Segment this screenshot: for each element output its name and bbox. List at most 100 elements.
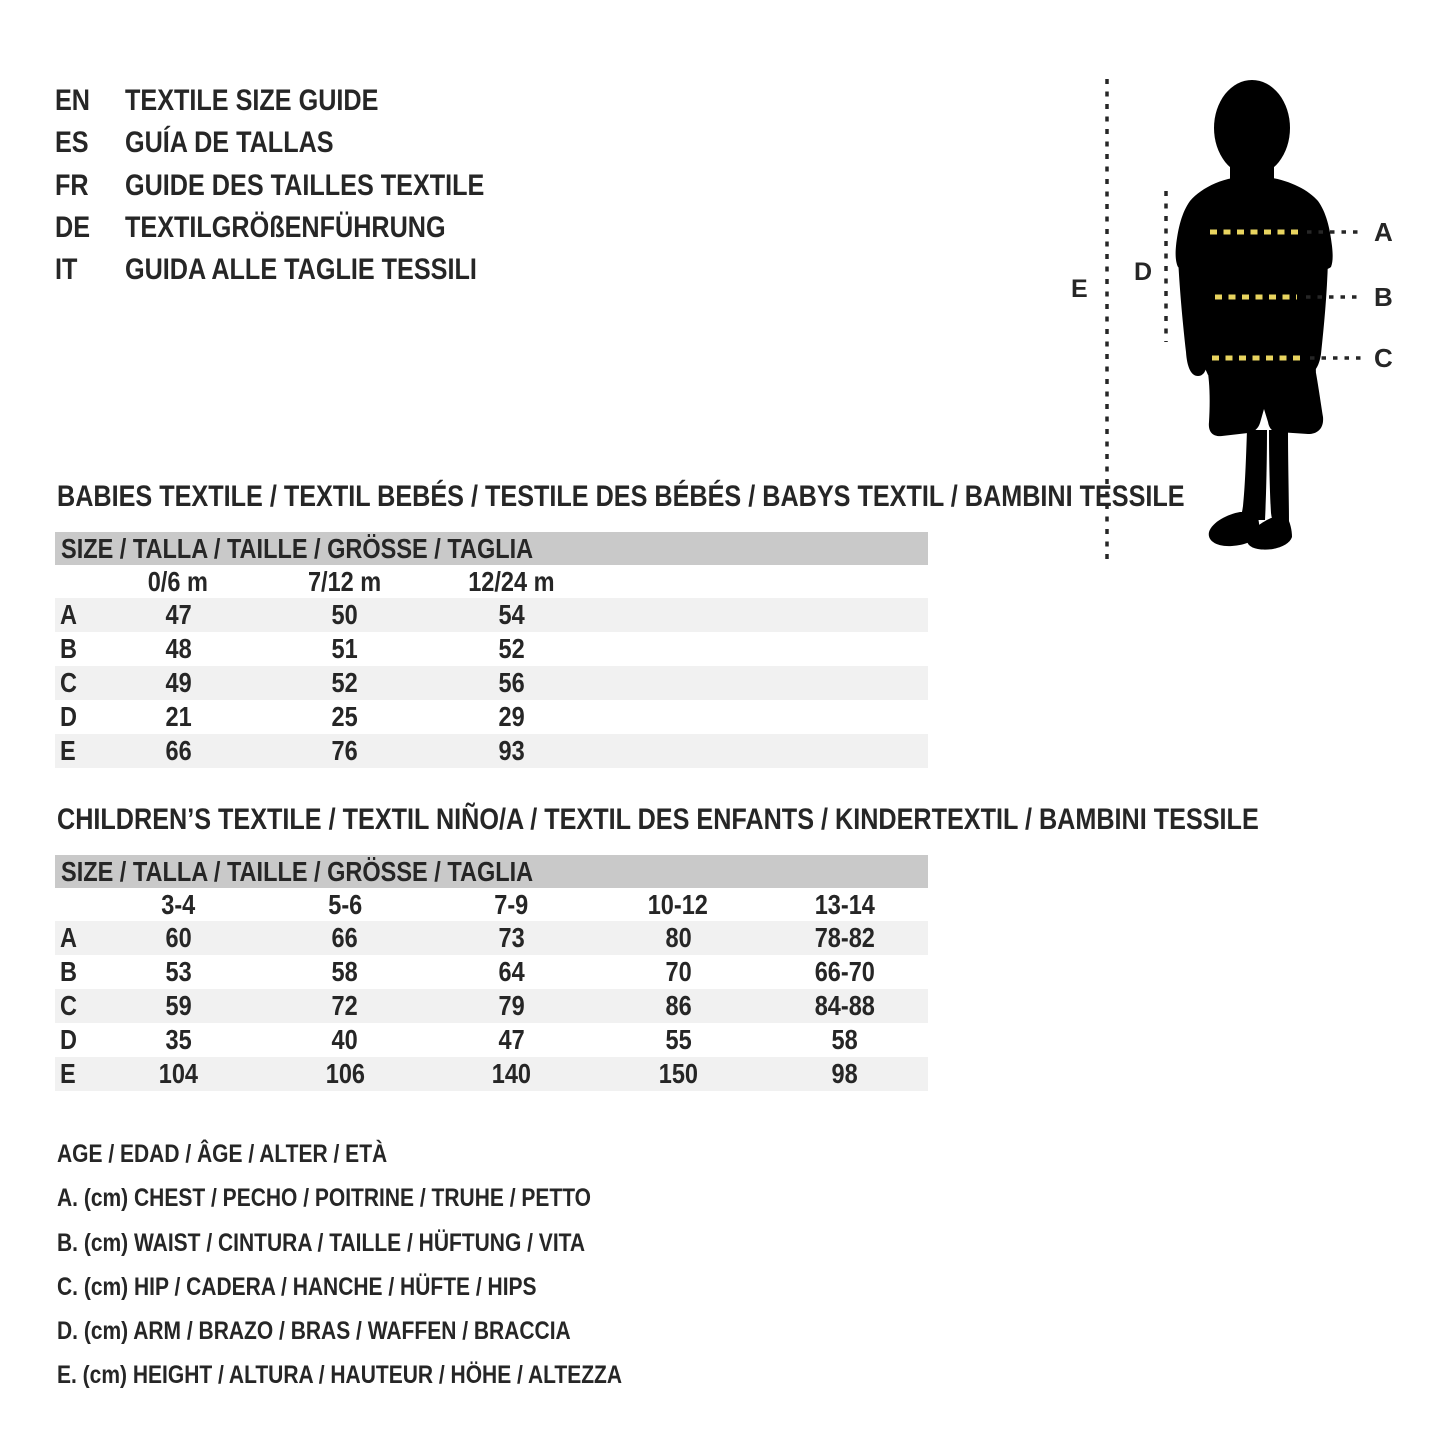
cell: 60 (165, 922, 192, 953)
guide-title-en: TEXTILE SIZE GUIDE (125, 84, 379, 117)
cell: 73 (498, 922, 525, 953)
row-label: D (60, 701, 77, 732)
cell: 72 (331, 990, 358, 1021)
lang-row-fr: FR GUIDE DES TAILLES TEXTILE (55, 165, 553, 207)
babies-row-C: C 49 52 56 (55, 666, 928, 700)
marker-label-A: A (1374, 217, 1393, 247)
lang-code-it: IT (55, 253, 78, 287)
lang-row-en: EN TEXTILE SIZE GUIDE (55, 80, 553, 122)
guide-title-fr: GUIDE DES TAILLES TEXTILE (125, 168, 485, 202)
cell: 66 (331, 922, 358, 953)
measurement-legend: AGE / EDAD / ÂGE / ALTER / ETÀ A. (cm) C… (57, 1132, 730, 1398)
children-row-A: A 60 66 73 80 78-82 (55, 921, 928, 955)
cell: 93 (498, 735, 525, 766)
cell: 52 (498, 633, 525, 664)
children-column-header-row: 3-4 5-6 7-9 10-12 13-14 (55, 888, 928, 921)
cell: 76 (331, 735, 358, 766)
children-col-13-14: 13-14 (814, 889, 875, 920)
cell: 40 (331, 1024, 358, 1055)
row-label: B (60, 633, 77, 664)
legend-age: AGE / EDAD / ÂGE / ALTER / ETÀ (57, 1140, 388, 1168)
babies-row-E: E 66 76 93 (55, 734, 928, 768)
legend-arm: D. (cm) ARM / BRAZO / BRAS / WAFFEN / BR… (57, 1317, 571, 1346)
babies-size-header-bar: SIZE / TALLA / TAILLE / GRÖSSE / TAGLIA (55, 532, 928, 565)
babies-row-D: D 21 25 29 (55, 700, 928, 734)
silhouette-left-leg (1239, 430, 1267, 520)
cell: 70 (665, 956, 692, 987)
lang-code-en: EN (55, 84, 91, 117)
row-label: E (60, 735, 76, 766)
children-row-E: E 104 106 140 150 98 (55, 1057, 928, 1091)
row-label: A (60, 922, 77, 953)
cell: 140 (491, 1058, 532, 1089)
marker-label-B: B (1374, 282, 1393, 312)
child-measurement-figure: A B C D E (1071, 79, 1393, 561)
cell: 98 (831, 1058, 858, 1089)
silhouette-right-arm (1297, 260, 1328, 375)
cell: 53 (165, 956, 192, 987)
guide-title-it: GUIDA ALLE TAGLIE TESSILI (125, 253, 477, 287)
row-label: C (60, 667, 77, 698)
cell: 48 (165, 633, 192, 664)
marker-label-D: D (1134, 258, 1152, 286)
children-col-10-12: 10-12 (648, 889, 709, 920)
children-row-D: D 35 40 47 55 58 (55, 1023, 928, 1057)
babies-section-title-text: BABIES TEXTILE / TEXTIL BEBÉS / TESTILE … (57, 480, 1185, 513)
cell: 150 (658, 1058, 698, 1089)
child-silhouette (1175, 80, 1333, 550)
children-col-5-6: 5-6 (327, 889, 362, 920)
row-label: A (60, 599, 77, 630)
cell: 47 (498, 1024, 525, 1055)
legend-hip: C. (cm) HIP / CADERA / HANCHE / HÜFTE / … (57, 1272, 537, 1301)
children-corner-cell (55, 888, 95, 921)
babies-section-title: BABIES TEXTILE / TEXTIL BEBÉS / TESTILE … (57, 482, 1399, 512)
guide-title-es: GUÍA DE TALLAS (125, 126, 334, 160)
cell: 79 (498, 990, 525, 1021)
row-label: E (60, 1058, 76, 1089)
cell: 86 (665, 990, 692, 1021)
silhouette-left-arm (1178, 258, 1208, 376)
children-col-3-4: 3-4 (161, 889, 196, 920)
cell: 55 (665, 1024, 692, 1055)
babies-corner-cell (55, 565, 95, 598)
cell: 56 (498, 667, 525, 698)
cell: 58 (331, 956, 358, 987)
row-label: C (60, 990, 77, 1021)
silhouette-shirt (1175, 176, 1333, 375)
silhouette-right-foot (1247, 517, 1292, 550)
cell: 47 (165, 599, 192, 630)
cell: 64 (498, 956, 525, 987)
lang-row-de: DE TEXTILGRÖßENFÜHRUNG (55, 207, 553, 249)
lang-code-fr: FR (55, 168, 89, 202)
cell: 58 (831, 1024, 858, 1055)
cell: 104 (158, 1058, 198, 1089)
babies-size-header-text: SIZE / TALLA / TAILLE / GRÖSSE / TAGLIA (61, 533, 534, 564)
lang-row-it: IT GUIDA ALLE TAGLIE TESSILI (55, 249, 553, 291)
children-size-header-bar: SIZE / TALLA / TAILLE / GRÖSSE / TAGLIA (55, 855, 928, 888)
cell: 49 (165, 667, 192, 698)
cell: 52 (331, 667, 358, 698)
cell: 66 (165, 735, 192, 766)
marker-label-E: E (1071, 275, 1088, 303)
babies-row-B: B 48 51 52 (55, 632, 928, 666)
cell: 21 (165, 701, 192, 732)
cell: 59 (165, 990, 192, 1021)
marker-label-C: C (1374, 343, 1393, 373)
silhouette-shorts (1208, 373, 1324, 437)
cell: 54 (498, 599, 525, 630)
silhouette-right-leg (1269, 430, 1289, 529)
guide-title-de: TEXTILGRÖßENFÜHRUNG (125, 210, 446, 244)
children-section-title: CHILDREN’S TEXTILE / TEXTIL NIÑO/A / TEX… (57, 805, 1445, 835)
language-title-list: EN TEXTILE SIZE GUIDE ES GUÍA DE TALLAS FR… (55, 80, 553, 291)
cell: 80 (665, 922, 692, 953)
lang-row-es: ES GUÍA DE TALLAS (55, 122, 553, 164)
cell: 35 (165, 1024, 192, 1055)
silhouette-left-foot (1208, 512, 1260, 547)
lang-code-es: ES (55, 126, 89, 160)
babies-column-header-row: 0/6 m 7/12 m 12/24 m (55, 565, 928, 598)
cell: 51 (331, 633, 358, 664)
row-label: B (60, 956, 77, 987)
cell: 29 (498, 701, 525, 732)
children-section-title-text: CHILDREN’S TEXTILE / TEXTIL NIÑO/A / TEX… (57, 803, 1259, 836)
